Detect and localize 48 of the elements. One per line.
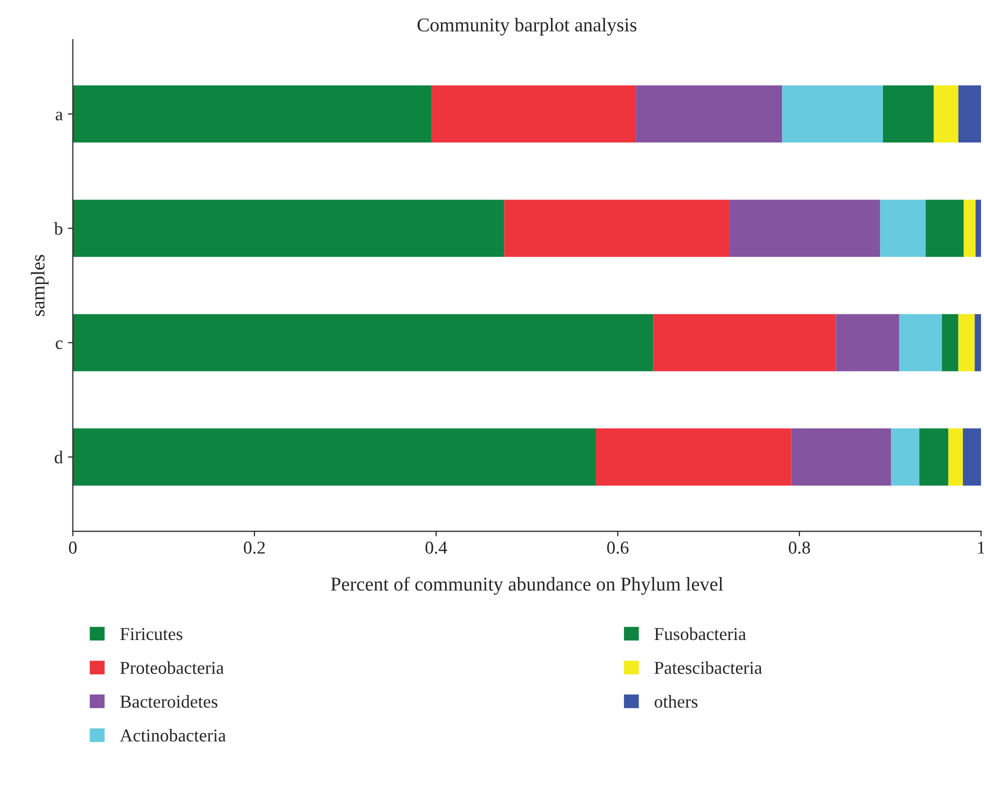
bar bbox=[964, 200, 976, 257]
bar bbox=[926, 200, 964, 257]
bar bbox=[934, 85, 958, 143]
bar bbox=[942, 314, 958, 372]
bar bbox=[782, 85, 883, 143]
bar bbox=[899, 314, 942, 372]
legend-label: Actinobacteria bbox=[120, 728, 226, 742]
bar bbox=[791, 428, 892, 486]
bar bbox=[880, 200, 926, 257]
bar bbox=[729, 200, 880, 257]
legend-label: Firicutes bbox=[120, 628, 182, 640]
legend-label: Bacteroidetes bbox=[120, 695, 218, 708]
bar bbox=[919, 428, 948, 486]
legend-label: Fusobacteria bbox=[654, 627, 746, 640]
bar bbox=[636, 85, 782, 143]
bar bbox=[836, 314, 900, 372]
bar bbox=[504, 200, 730, 257]
x-axis-title: Percent of community abundance on Phylum level bbox=[330, 576, 724, 595]
bar bbox=[72, 85, 432, 143]
bar bbox=[72, 428, 596, 486]
x-tick-label: 0.4 bbox=[426, 542, 448, 554]
y-tick-label: c bbox=[56, 340, 63, 350]
legend-label: others bbox=[654, 695, 698, 708]
x-tick-label: 1 bbox=[978, 542, 984, 554]
y-tick-label: a bbox=[56, 112, 63, 120]
bar bbox=[958, 85, 982, 143]
y-tick-label: b bbox=[54, 222, 62, 235]
bar bbox=[653, 314, 836, 372]
bar bbox=[891, 428, 920, 486]
bar bbox=[948, 428, 963, 486]
bar bbox=[72, 314, 654, 372]
y-axis-title: samples bbox=[30, 254, 49, 316]
legend-label: Proteobacteria bbox=[120, 661, 224, 674]
x-tick-label: 0.6 bbox=[607, 542, 628, 554]
x-tick-label: 0.8 bbox=[788, 542, 810, 554]
bar bbox=[974, 314, 982, 372]
bar bbox=[596, 428, 792, 486]
chart-title: Community barplot analysis bbox=[418, 18, 636, 36]
x-tick-label: 0 bbox=[68, 542, 77, 554]
bar bbox=[432, 85, 636, 143]
bar bbox=[976, 200, 982, 257]
x-tick-label: 0.2 bbox=[244, 542, 265, 554]
bar bbox=[72, 200, 504, 257]
bar bbox=[882, 85, 934, 143]
bar bbox=[958, 314, 975, 372]
bar bbox=[962, 428, 982, 486]
y-tick-label: d bbox=[54, 450, 63, 464]
legend-label: Patescibacteria bbox=[654, 661, 762, 674]
